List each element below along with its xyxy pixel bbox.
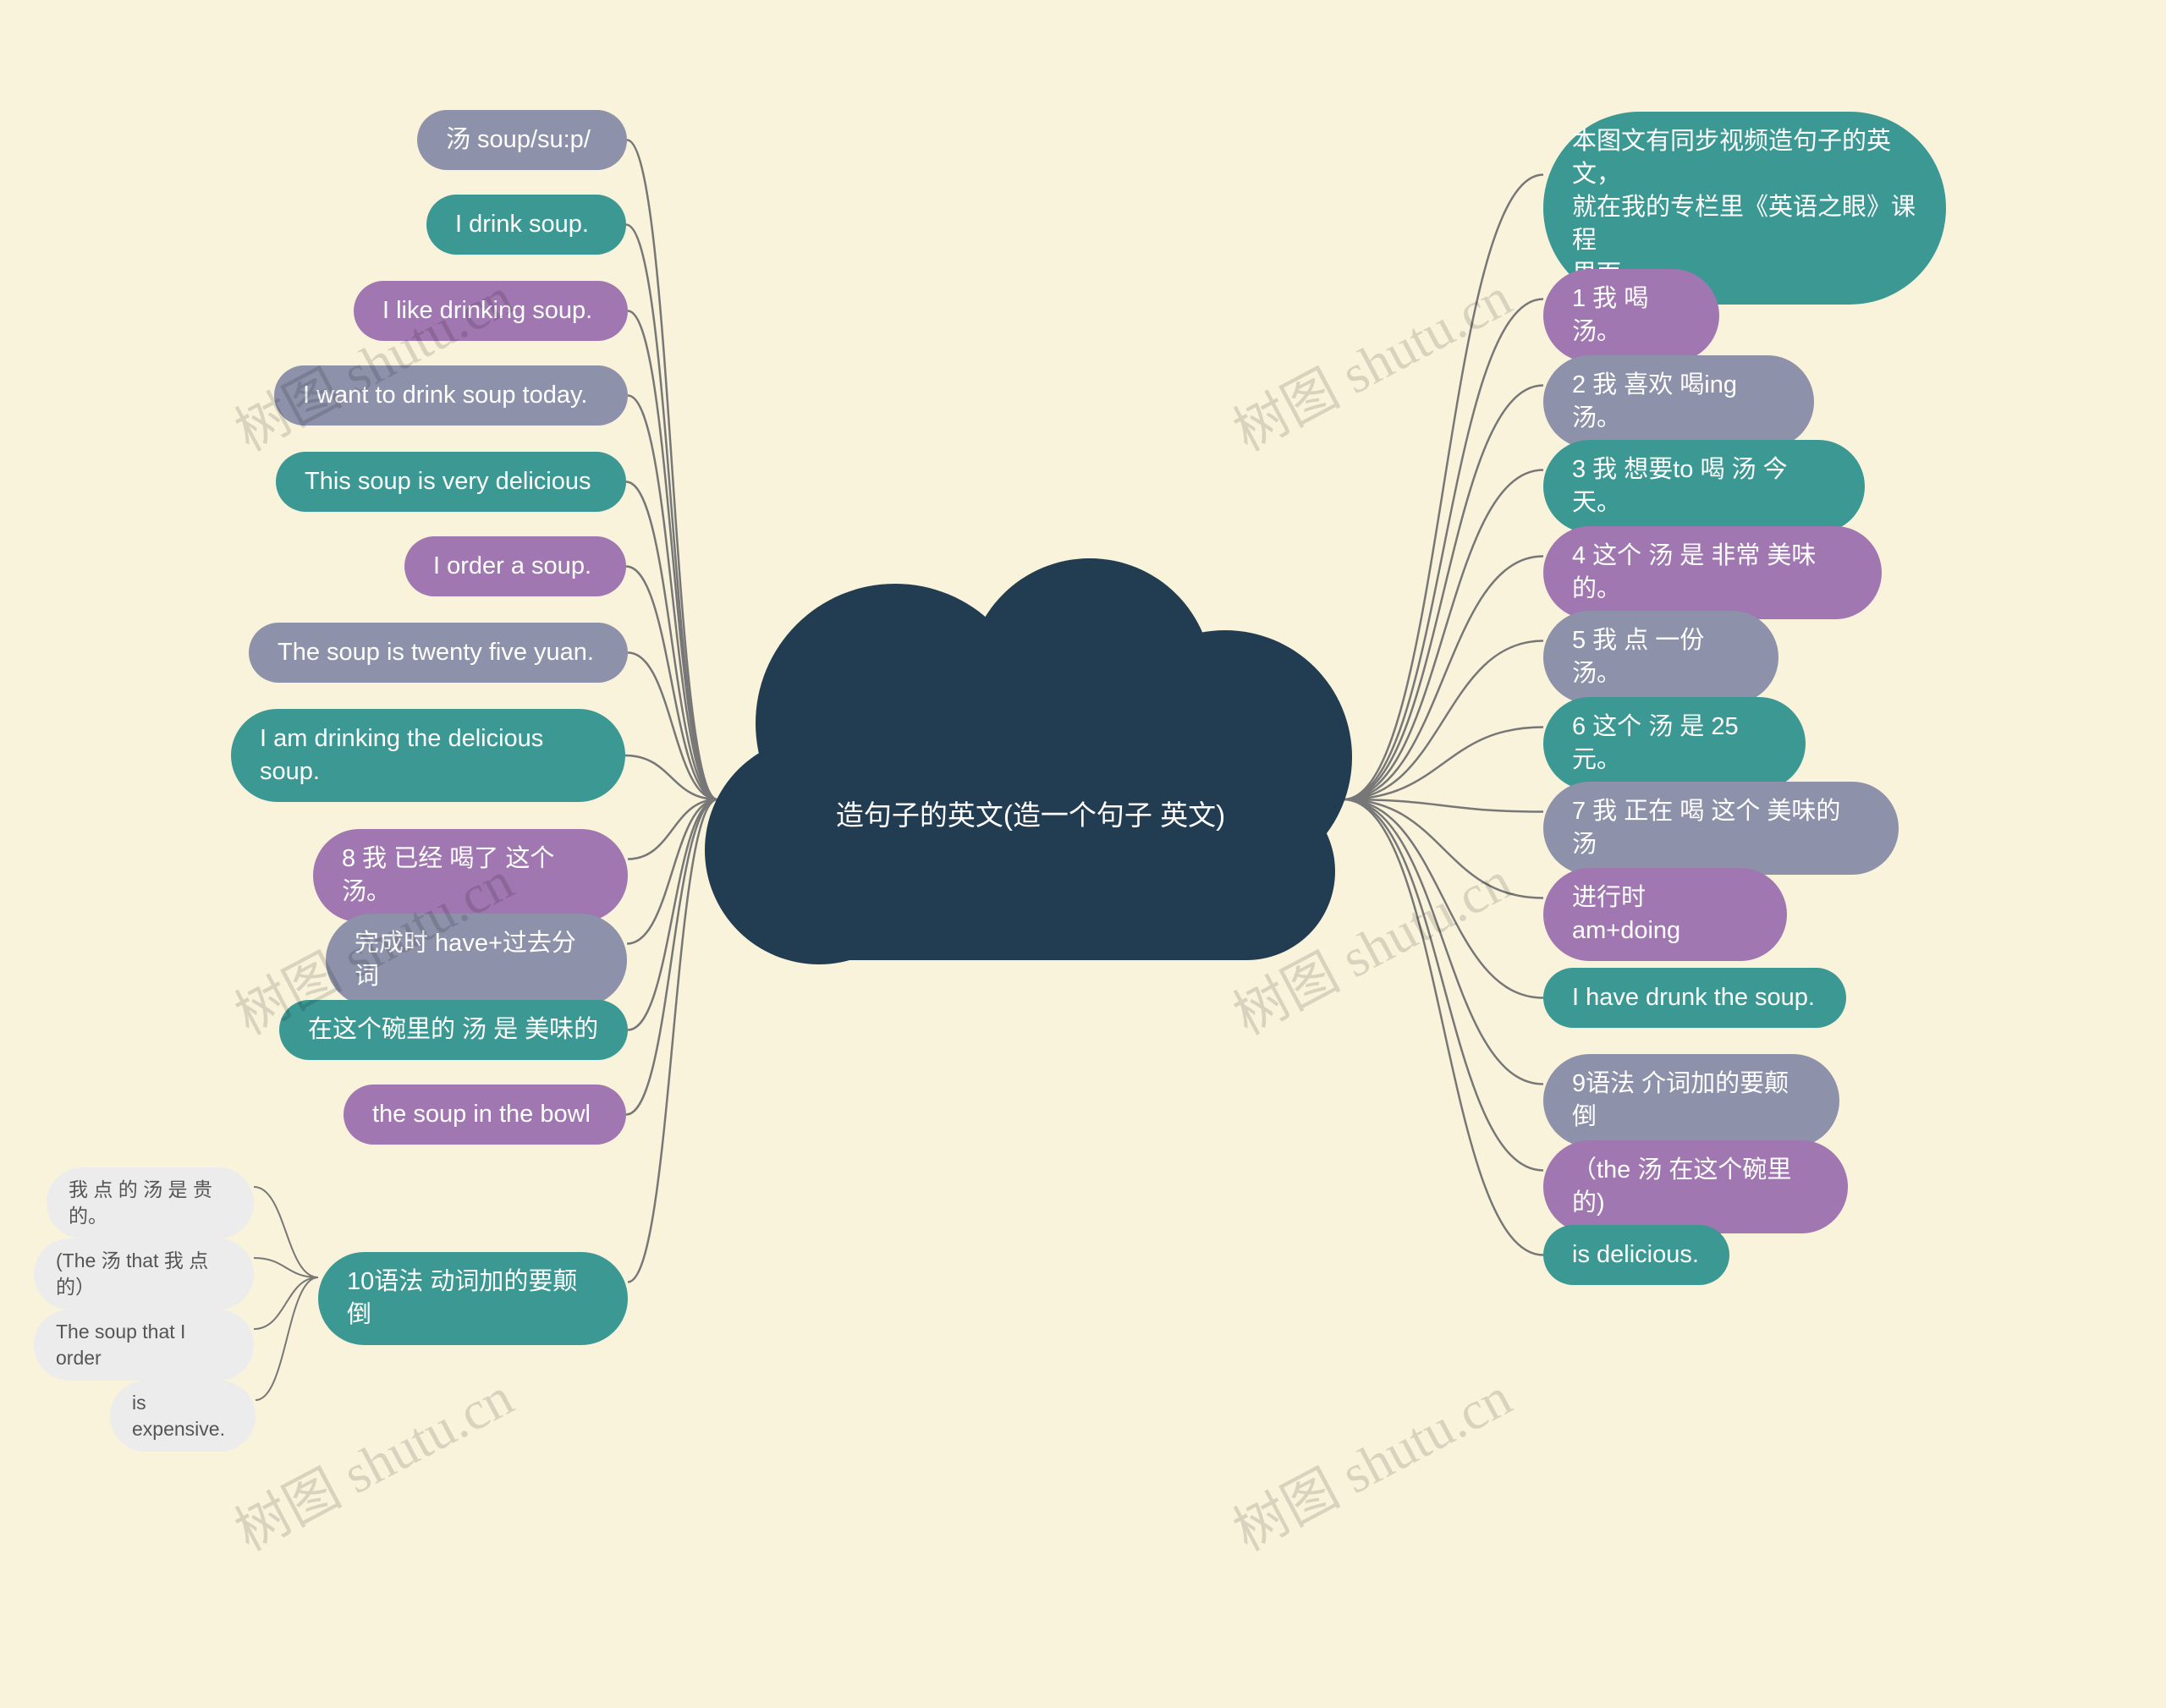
mindmap-subnode: is expensive. (110, 1381, 256, 1452)
mindmap-node: is delicious. (1543, 1225, 1729, 1285)
mindmap-node: 汤 soup/su:p/ (417, 110, 627, 170)
mindmap-node: 完成时 have+过去分词 (326, 914, 627, 1007)
mindmap-node: 5 我 点 一份 汤。 (1543, 611, 1778, 704)
watermark: 树图 shutu.cn (219, 1354, 524, 1566)
watermark: 树图 shutu.cn (1218, 255, 1522, 466)
watermark: 树图 shutu.cn (1218, 1354, 1522, 1566)
central-title: 造句子的英文(造一个句子 英文) (701, 795, 1361, 836)
mindmap-node: I am drinking the delicious soup. (231, 709, 625, 802)
mindmap-node: 3 我 想要to 喝 汤 今天。 (1543, 440, 1865, 533)
mindmap-node: （the 汤 在这个碗里的) (1543, 1140, 1848, 1233)
mindmap-node: 10语法 动词加的要颠倒 (318, 1252, 628, 1345)
mindmap-node: I drink soup. (426, 195, 626, 255)
mindmap-node: the soup in the bowl (344, 1085, 626, 1145)
cloud-shape (701, 537, 1361, 1011)
mindmap-node: I order a soup. (404, 536, 626, 596)
central-cloud: 造句子的英文(造一个句子 英文) (701, 537, 1361, 1011)
mindmap-node: 在这个碗里的 汤 是 美味的 (279, 1000, 628, 1060)
mindmap-subnode: The soup that I order (34, 1310, 254, 1381)
mindmap-node: This soup is very delicious (276, 452, 626, 512)
mindmap-subnode: 我 点 的 汤 是 贵的。 (47, 1167, 254, 1238)
mindmap-node: 9语法 介词加的要颠倒 (1543, 1054, 1839, 1147)
mindmap-node: 7 我 正在 喝 这个 美味的 汤 (1543, 782, 1899, 875)
mindmap-node: I want to drink soup today. (274, 365, 628, 426)
mindmap-node: 1 我 喝 汤。 (1543, 269, 1719, 362)
mindmap-node: 2 我 喜欢 喝ing 汤。 (1543, 355, 1814, 448)
mindmap-node: I have drunk the soup. (1543, 968, 1846, 1028)
mindmap-node: 4 这个 汤 是 非常 美味的。 (1543, 526, 1882, 619)
mindmap-node: 6 这个 汤 是 25元。 (1543, 697, 1806, 790)
mindmap-node: I like drinking soup. (354, 281, 628, 341)
mindmap-subnode: (The 汤 that 我 点 的） (34, 1238, 254, 1310)
mindmap-node: 进行时 am+doing (1543, 868, 1787, 961)
mindmap-node: 8 我 已经 喝了 这个 汤。 (313, 829, 628, 922)
mindmap-node: The soup is twenty five yuan. (249, 623, 628, 683)
